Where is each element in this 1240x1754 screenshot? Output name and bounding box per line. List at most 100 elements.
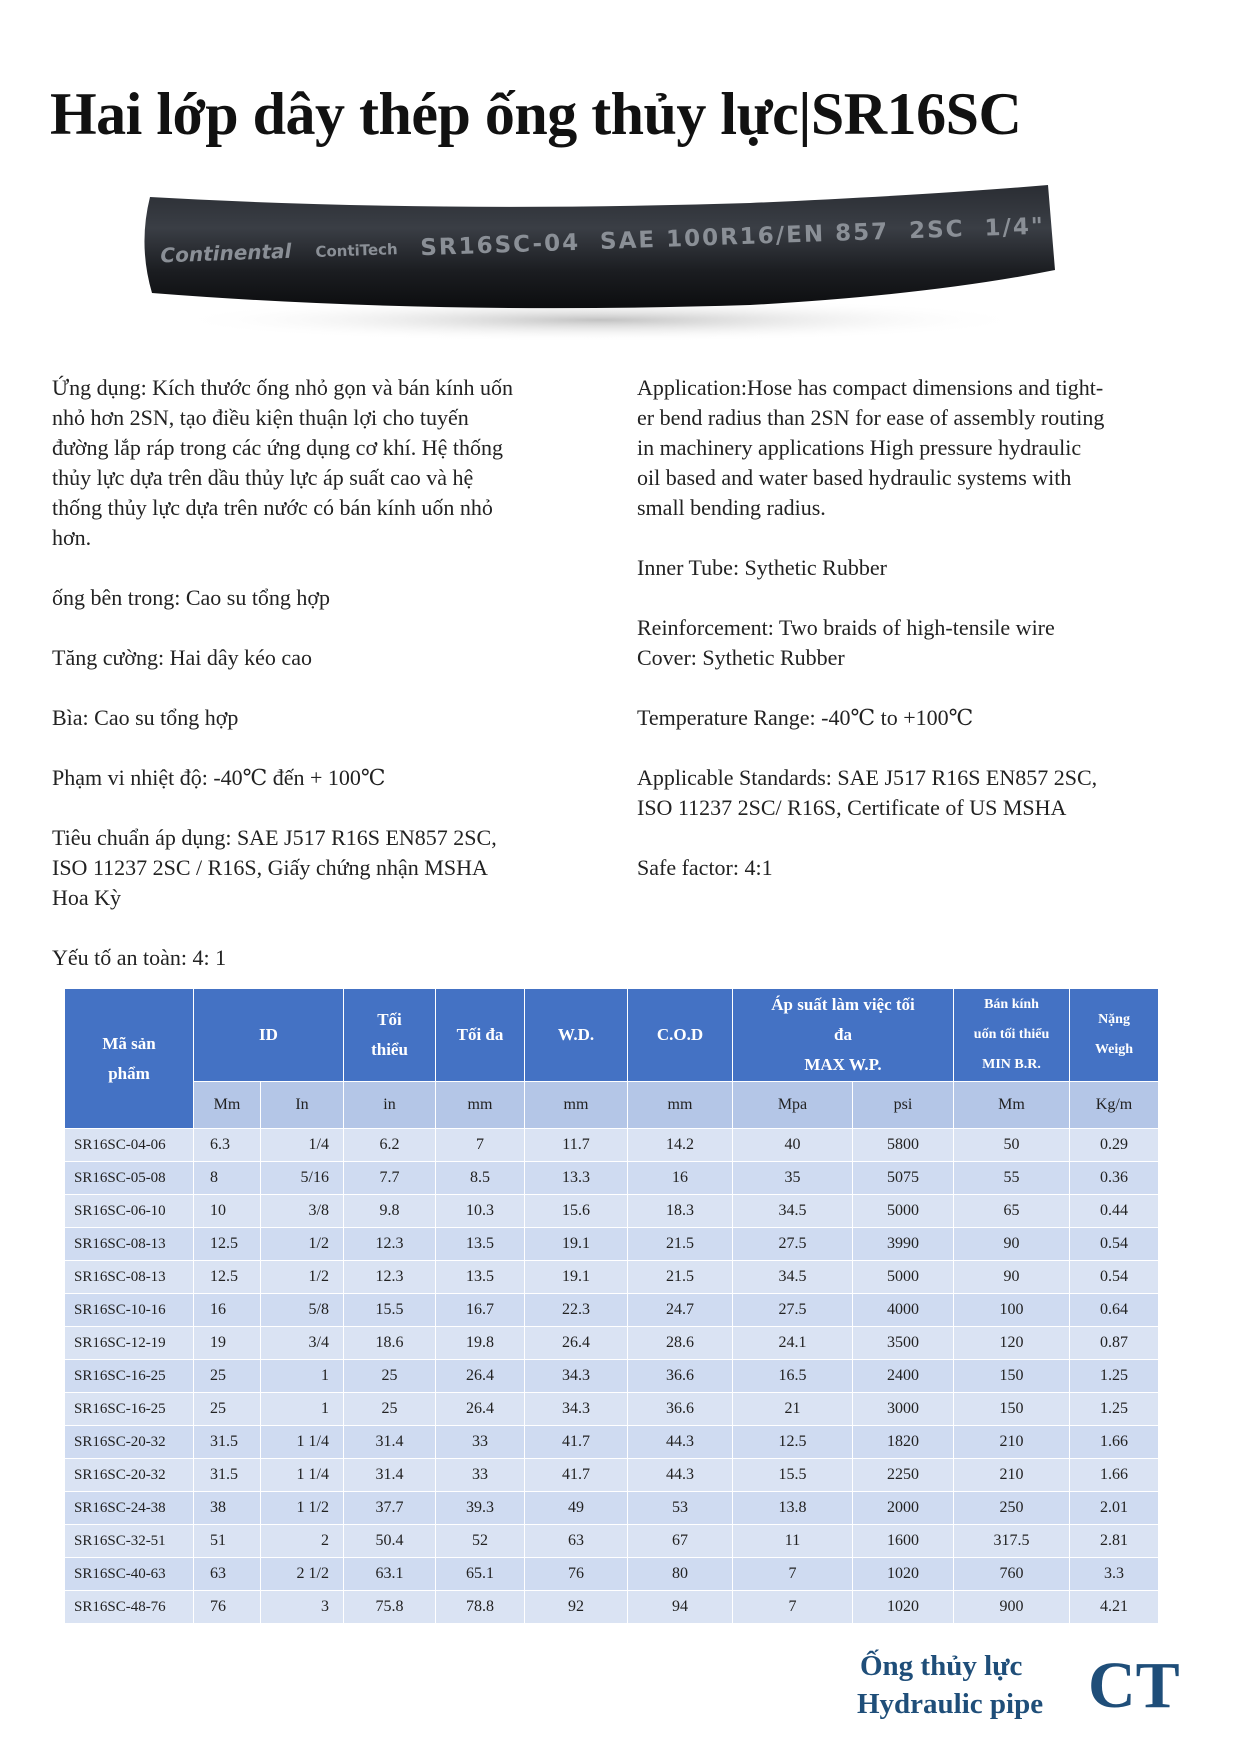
text-line: thủy lực dựa trên dầu thủy lực áp suất c… [52, 465, 474, 490]
unit-cell: Mpa [732, 1081, 853, 1129]
data-cell: SR16SC-08-13 [64, 1260, 194, 1294]
data-cell: 33 [435, 1458, 525, 1492]
text-line: Tiêu chuẩn áp dụng: SAE J517 R16S EN857 … [52, 825, 497, 850]
header-text: MIN B.R. [982, 1057, 1041, 1072]
data-cell: 1/4 [260, 1128, 344, 1162]
hose-sub-brand: ContiTech [315, 240, 398, 261]
data-cell: 13.3 [524, 1161, 628, 1195]
data-cell: 3500 [851, 1326, 955, 1360]
data-cell: 10 [193, 1194, 261, 1228]
data-cell: 24.7 [627, 1293, 733, 1327]
paragraph: Tiêu chuẩn áp dụng: SAE J517 R16S EN857 … [52, 823, 513, 913]
data-cell: 19.1 [524, 1227, 628, 1261]
text-line: in machinery applications High pressure … [637, 435, 1082, 460]
data-cell: 38 [193, 1491, 261, 1525]
data-cell: 12.3 [343, 1260, 436, 1294]
paragraph: Inner Tube: Sythetic Rubber [637, 553, 1104, 583]
data-row: SR16SC-16-25 25 1 25 26.4 34.3 36.6 21 3000 150 1.… [64, 1392, 1160, 1426]
data-cell: 31.4 [343, 1425, 436, 1459]
data-cell: 16 [193, 1293, 261, 1327]
data-cell: 16 [627, 1161, 733, 1195]
data-cell: 0.87 [1069, 1326, 1160, 1360]
data-cell: 90 [953, 1260, 1071, 1294]
data-cell: 6.3 [193, 1128, 261, 1162]
text-line: Application:Hose has compact dimensions … [637, 375, 1104, 400]
paragraph: Applicable Standards: SAE J517 R16S EN85… [637, 763, 1104, 823]
data-cell: SR16SC-48-76 [64, 1590, 194, 1624]
data-cell: 4.21 [1069, 1590, 1160, 1624]
data-cell: 44.3 [627, 1425, 733, 1459]
data-row: SR16SC-05-08 8 5/16 7.7 8.5 13.3 16 35 5075 55 0.3… [64, 1161, 1160, 1195]
data-cell: 1 [260, 1359, 344, 1393]
data-cell: 1.66 [1069, 1458, 1160, 1492]
data-cell: 1 1/4 [260, 1458, 344, 1492]
data-cell: 90 [953, 1227, 1071, 1261]
data-cell: 1020 [851, 1557, 955, 1591]
data-cell: 2400 [851, 1359, 955, 1393]
data-cell: 8.5 [435, 1161, 525, 1195]
hose-image: Continental ContiTech SR16SC-04 SAE 100R… [144, 185, 1055, 342]
data-cell: 5800 [851, 1128, 955, 1162]
data-cell: 14.2 [627, 1128, 733, 1162]
data-cell: 41.7 [524, 1458, 628, 1492]
data-cell: 27.5 [732, 1293, 853, 1327]
data-cell: 100 [953, 1293, 1071, 1327]
data-cell: 37.7 [343, 1491, 436, 1525]
text-line: Inner Tube: Sythetic Rubber [637, 555, 887, 580]
data-cell: 3990 [851, 1227, 955, 1261]
right-column: Application:Hose has compact dimensions … [637, 373, 1104, 913]
data-cell: 31.5 [193, 1458, 261, 1492]
data-cell: 25 [343, 1392, 436, 1426]
text-line: thống thủy lực dựa trên nước có bán kính… [52, 495, 493, 520]
unit-cell: mm [627, 1081, 733, 1129]
data-cell: 44.3 [627, 1458, 733, 1492]
header-text: Nặng [1098, 1012, 1130, 1027]
data-cell: 12.5 [193, 1227, 261, 1261]
data-cell: 0.29 [1069, 1128, 1160, 1162]
data-cell: SR16SC-12-19 [64, 1326, 194, 1360]
data-cell: 317.5 [953, 1524, 1071, 1558]
data-cell: 5/8 [260, 1293, 344, 1327]
data-cell: 5000 [851, 1260, 955, 1294]
data-cell: 15.6 [524, 1194, 628, 1228]
data-cell: 1.25 [1069, 1359, 1160, 1393]
data-cell: 2250 [851, 1458, 955, 1492]
data-row: SR16SC-12-19 19 3/4 18.6 19.8 26.4 28.6 24.1 350… [64, 1326, 1160, 1360]
data-cell: 7 [732, 1557, 853, 1591]
paragraph: Application:Hose has compact dimensions … [637, 373, 1104, 523]
header-row: Mã sản phẩm ID Tối thiểu Tối đa W.D. C.O.D Áp su… [64, 988, 1160, 1129]
paragraph: Safe factor: 4:1 [637, 853, 1104, 883]
data-cell: 0.44 [1069, 1194, 1160, 1228]
data-cell: 3.3 [1069, 1557, 1160, 1591]
data-cell: 80 [627, 1557, 733, 1591]
header-cell: ID [193, 988, 344, 1082]
data-cell: 50 [953, 1128, 1071, 1162]
data-cell: 36.6 [627, 1359, 733, 1393]
header-text: Tối đa [456, 1025, 504, 1044]
data-cell: 1820 [851, 1425, 955, 1459]
data-cell: 13.5 [435, 1227, 525, 1261]
data-row: SR16SC-20-32 31.5 1 1/4 31.4 33 41.7 44.3 15.5 2… [64, 1458, 1160, 1492]
data-cell: 41.7 [524, 1425, 628, 1459]
header-text: thiểu [371, 1040, 408, 1059]
data-cell: 75.8 [343, 1590, 436, 1624]
data-cell: 22.3 [524, 1293, 628, 1327]
data-cell: 210 [953, 1425, 1071, 1459]
data-cell: 12.3 [343, 1227, 436, 1261]
data-row: SR16SC-08-13 12.5 1/2 12.3 13.5 19.1 21.5 27.5 3… [64, 1227, 1160, 1261]
data-cell: 52 [435, 1524, 525, 1558]
data-cell: SR16SC-04-06 [64, 1128, 194, 1162]
text-line: Yếu tố an toàn: 4: 1 [52, 945, 227, 970]
data-cell: 21.5 [627, 1260, 733, 1294]
data-cell: 51 [193, 1524, 261, 1558]
data-cell: 1020 [851, 1590, 955, 1624]
paragraph: ống bên trong: Cao su tổng hợp [52, 583, 513, 613]
data-cell: 210 [953, 1458, 1071, 1492]
data-cell: 26.4 [435, 1359, 525, 1393]
header-text: phẩm [108, 1063, 150, 1083]
text-line: ống bên trong: Cao su tổng hợp [52, 585, 331, 610]
header-text: ID [259, 1025, 278, 1044]
data-cell: 13.5 [435, 1260, 525, 1294]
data-cell: 63 [524, 1524, 628, 1558]
data-cell: 1.25 [1069, 1392, 1160, 1426]
